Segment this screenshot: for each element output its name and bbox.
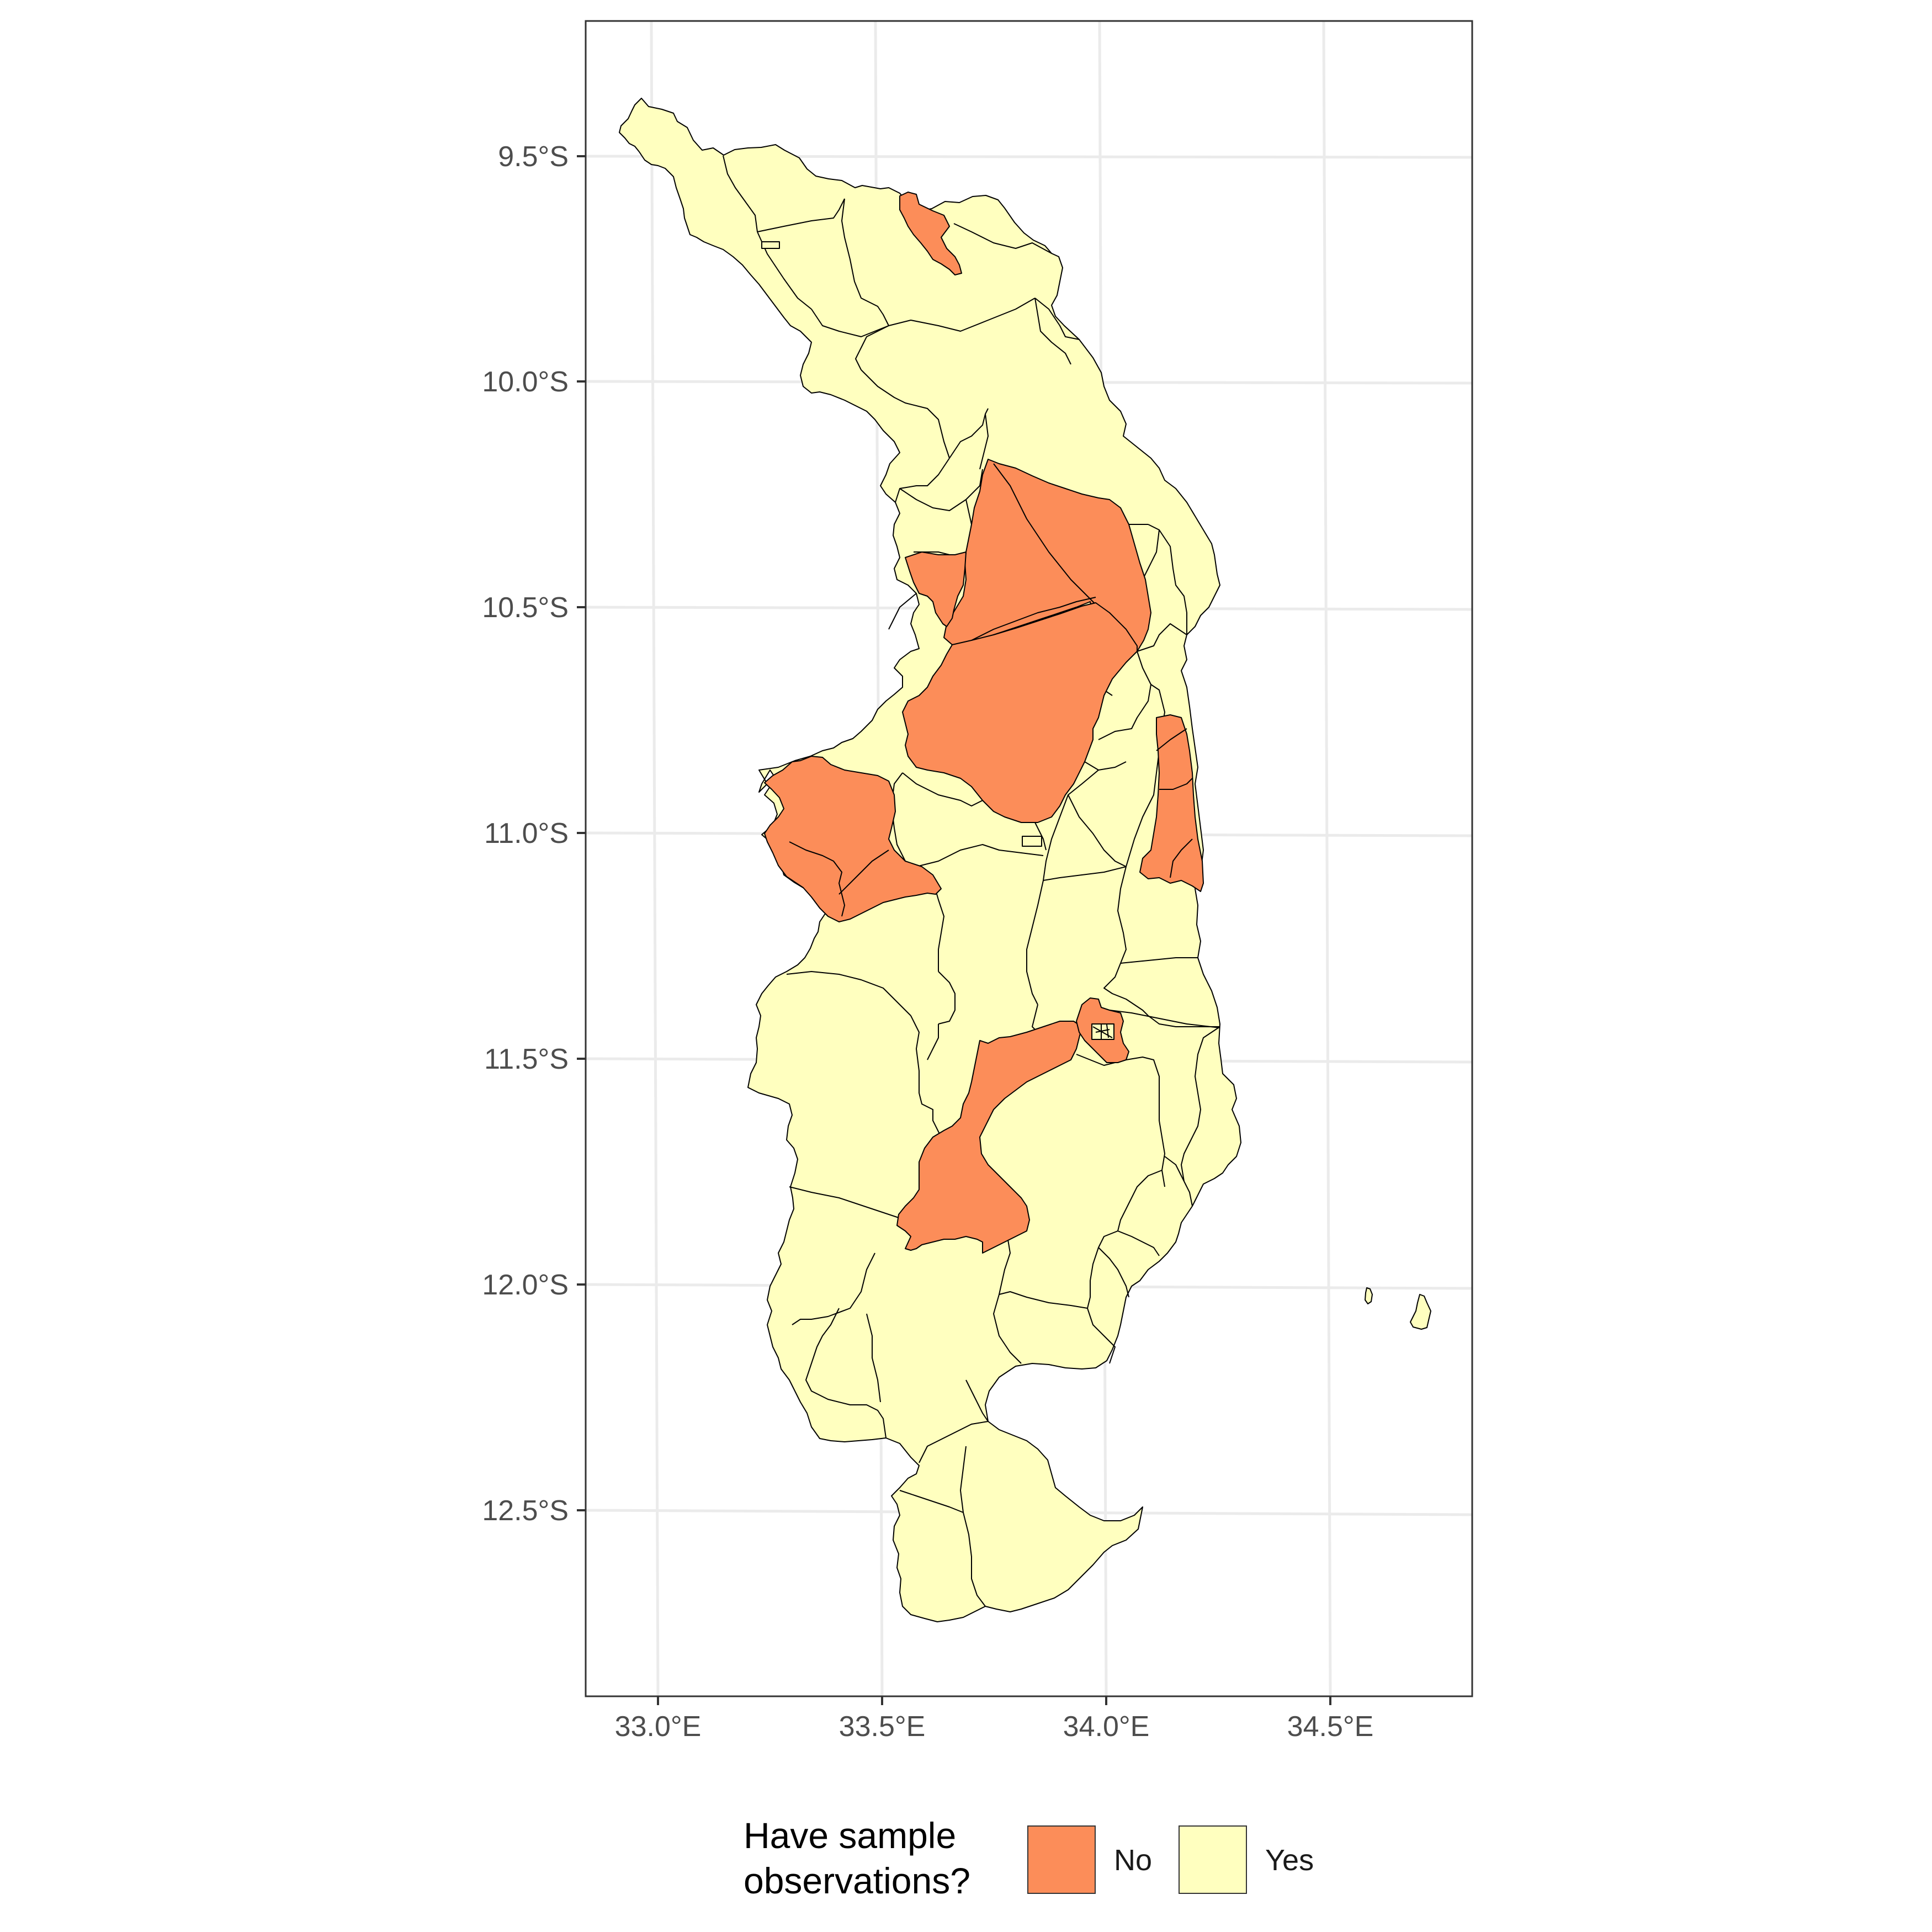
gridline-lon-34.5 (1322, 20, 1332, 1697)
boundary (953, 223, 1052, 254)
boundary (1181, 1026, 1220, 1182)
boundary (938, 971, 956, 1025)
x-tick-label: 34.0°E (1063, 1711, 1150, 1743)
boundary (866, 1313, 881, 1403)
x-axis: 33.0°E 33.5°E 34.0°E 34.5°E (615, 1696, 1374, 1743)
boundary (1120, 957, 1198, 964)
region-yes-island-likoma (1410, 1294, 1431, 1330)
region-no-central-main (902, 602, 1138, 823)
y-tick-label: 10.5°S (482, 592, 569, 624)
boundary (965, 1379, 989, 1422)
region-no-eastern-strip (1139, 714, 1204, 892)
boundary (993, 1294, 1022, 1364)
boundary (927, 1024, 939, 1060)
boundary (855, 325, 889, 370)
y-tick-label: 11.5°S (484, 1043, 569, 1075)
boundary (786, 971, 911, 1016)
y-tick-label: 11.0°S (484, 818, 569, 850)
region-no-western (764, 756, 942, 922)
y-axis: 9.5°S 10.0°S 10.5°S 11.0°S 11.5°S 12.0°S… (482, 141, 586, 1527)
boundary (1034, 298, 1080, 340)
boundary (805, 1308, 887, 1439)
boundary (919, 1421, 989, 1463)
legend-title-line-1: Have sample (744, 1815, 956, 1856)
boundary (1087, 1308, 1116, 1364)
internal-line (1170, 838, 1193, 878)
region-yes-country-outline (619, 98, 1241, 1622)
boundary (1164, 1156, 1193, 1207)
boundary (861, 369, 950, 459)
boundary (916, 844, 1044, 867)
legend-label-no: No (1114, 1844, 1152, 1877)
boundary (1148, 524, 1187, 635)
boundary (1117, 1230, 1160, 1256)
boundary (949, 408, 989, 459)
region-no-central-north-b (905, 551, 967, 627)
boundary (841, 198, 889, 326)
boundary (899, 469, 983, 511)
y-tick-label: 9.5°S (498, 141, 569, 173)
boundary (888, 593, 917, 630)
legend: Have sample observations? No Yes (744, 1815, 1314, 1901)
internal-line (1159, 778, 1193, 790)
boundary (899, 1490, 964, 1513)
panel-border (585, 20, 1473, 1697)
x-tick-label: 33.5°E (839, 1711, 926, 1743)
boundary (792, 1252, 875, 1325)
y-tick-label: 12.0°S (482, 1269, 569, 1301)
boundary (811, 298, 1036, 337)
boundary (979, 413, 989, 470)
boundary (1026, 880, 1044, 1005)
boundary (999, 1291, 1088, 1309)
legend-key-yes (1179, 1825, 1247, 1894)
internal-line (789, 841, 845, 917)
boundary (895, 458, 950, 503)
urban-cluster-line (1092, 1024, 1113, 1039)
boundary (1034, 298, 1071, 365)
boundary (1103, 963, 1220, 1027)
boundary (1117, 866, 1127, 964)
region-yes-enclave-north (761, 241, 780, 249)
boundary (723, 155, 758, 232)
boundary (789, 1186, 906, 1220)
region-yes-island-chizumulu (1365, 1287, 1373, 1304)
legend-label-yes: Yes (1265, 1844, 1314, 1877)
internal-line (838, 850, 889, 895)
internal-line (1156, 728, 1187, 751)
boundary (910, 1015, 942, 1138)
legend-key-no (1027, 1825, 1096, 1894)
legend-title-line-2: observations? (744, 1860, 970, 1901)
boundary (1043, 866, 1127, 881)
boundary (1098, 1247, 1129, 1298)
region-no-northern-1 (899, 192, 962, 275)
boundary (1043, 769, 1099, 881)
boundary (1109, 1010, 1220, 1028)
boundary (757, 198, 845, 232)
boundary (1098, 651, 1151, 740)
region-yes-enclave-center (1022, 836, 1042, 847)
y-tick-label: 10.0°S (482, 366, 569, 398)
x-tick-label: 33.0°E (615, 1711, 702, 1743)
gridline-lon-33.0 (650, 20, 660, 1697)
region-no-southern (896, 1021, 1082, 1254)
y-tick-label: 12.5°S (482, 1495, 569, 1527)
boundary (1068, 794, 1127, 867)
internal-line (971, 597, 1096, 641)
boundary (960, 1446, 986, 1607)
x-tick-label: 34.5°E (1287, 1711, 1374, 1743)
